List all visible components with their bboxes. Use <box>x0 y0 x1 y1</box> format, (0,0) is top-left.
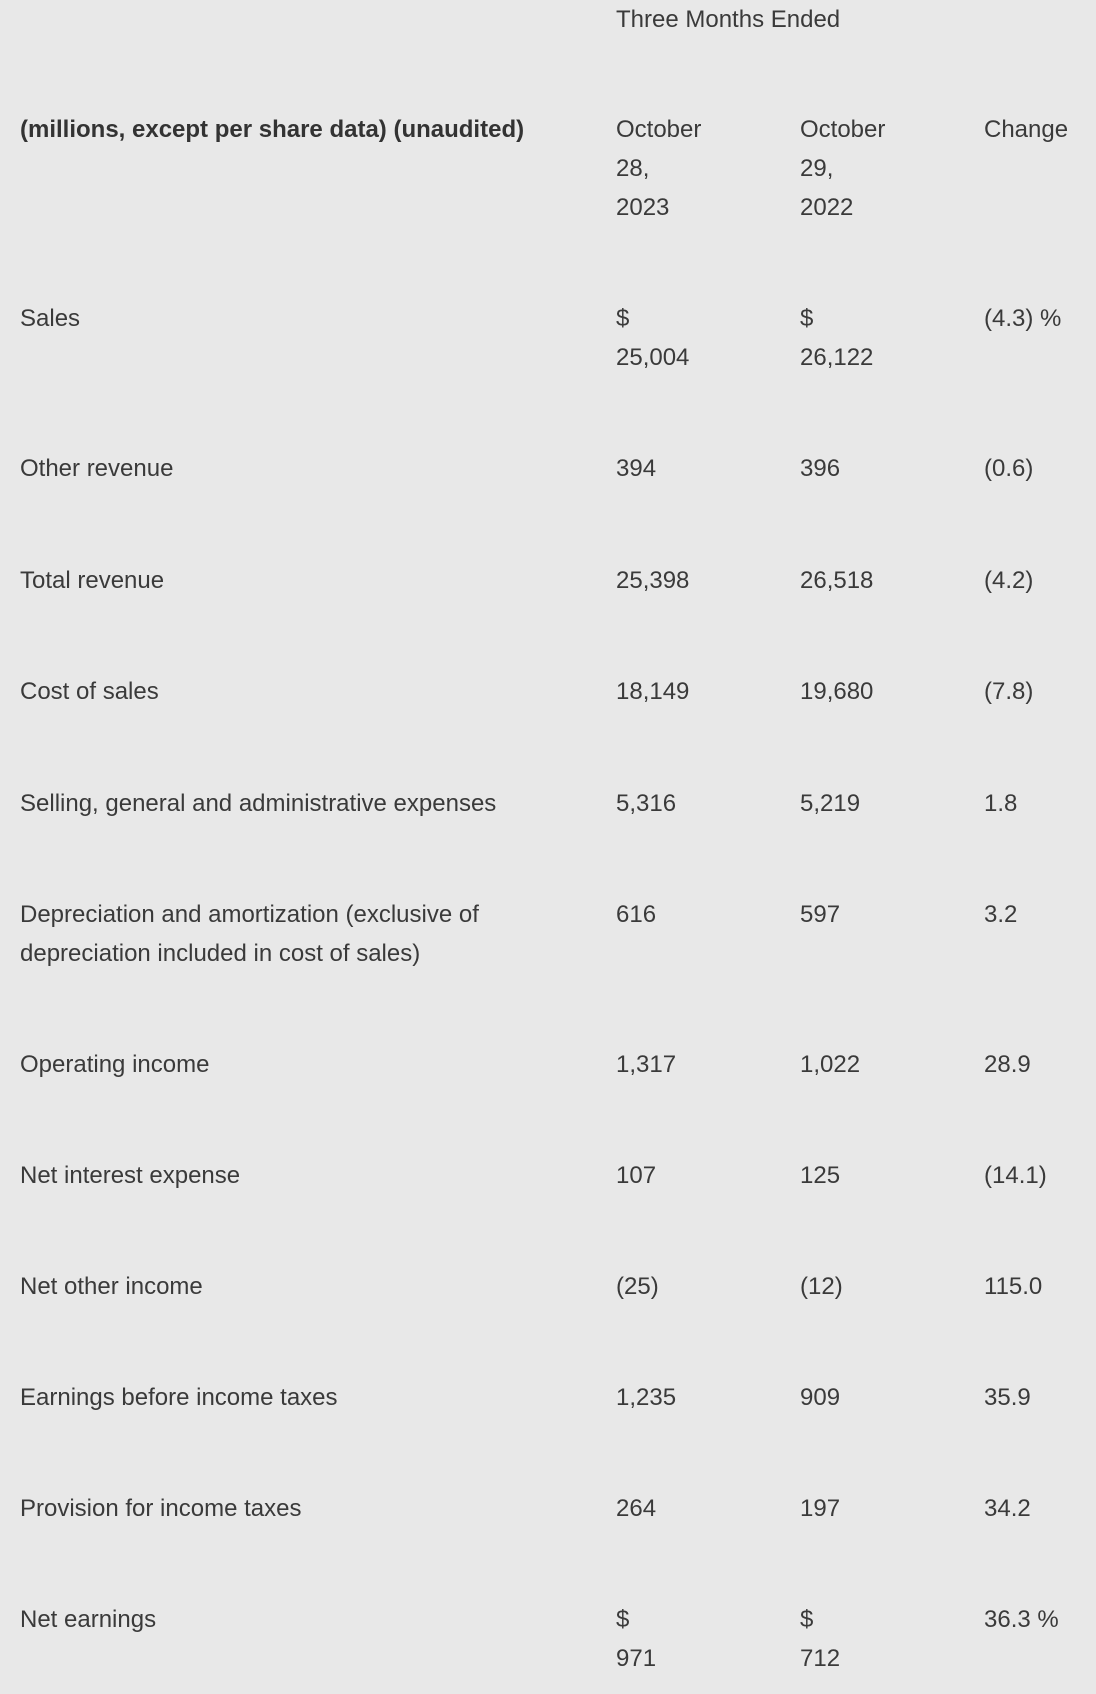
row-value-current: 1,317 <box>616 1051 677 1078</box>
row-value-change: 34.2 <box>984 1495 1031 1522</box>
row-value-current: (25) <box>616 1273 659 1300</box>
row-label-other-revenue: Other revenue <box>20 455 174 482</box>
row-value-current: 25,398 <box>616 567 690 594</box>
row-label-net-interest-expense: Net interest expense <box>20 1162 241 1189</box>
row-value-prior: 1,022 <box>800 1051 861 1078</box>
row-value-prior: 5,219 <box>800 790 861 817</box>
row-value-prior: $ 712 <box>800 1606 841 1672</box>
row-value-change: (7.8) <box>984 678 1034 705</box>
row-value-change: (4.3) % <box>984 305 1062 332</box>
row-value-current: 616 <box>616 901 657 928</box>
row-label-sga-expenses: Selling, general and administrative expe… <box>20 790 497 817</box>
row-value-current: 264 <box>616 1495 657 1522</box>
row-value-change: 1.8 <box>984 790 1018 817</box>
row-value-current: 394 <box>616 455 657 482</box>
row-label-total-revenue: Total revenue <box>20 567 165 594</box>
row-value-current: 1,235 <box>616 1384 677 1411</box>
row-value-change: 115.0 <box>984 1273 1043 1300</box>
row-value-current: 18,149 <box>616 678 690 705</box>
row-label-cost-of-sales: Cost of sales <box>20 678 159 705</box>
column-header-prior-period: October 29, 2022 <box>800 116 886 221</box>
row-label-net-earnings: Net earnings <box>20 1606 157 1633</box>
row-label-earnings-before-taxes: Earnings before income taxes <box>20 1384 338 1411</box>
column-header-label: (millions, except per share data) (unaud… <box>20 116 525 143</box>
row-label-operating-income: Operating income <box>20 1051 210 1078</box>
row-label-sales: Sales <box>20 305 81 332</box>
row-value-prior: 125 <box>800 1162 841 1189</box>
row-value-change: 35.9 <box>984 1384 1031 1411</box>
row-value-prior: $ 26,122 <box>800 305 874 371</box>
row-label-depreciation-amortization: Depreciation and amortization (exclusive… <box>20 901 479 967</box>
row-value-current: 107 <box>616 1162 657 1189</box>
row-value-change: (14.1) <box>984 1162 1047 1189</box>
column-header-change: Change <box>984 116 1069 143</box>
row-value-change: 36.3 % <box>984 1606 1059 1633</box>
group-header-three-months: Three Months Ended <box>616 6 841 33</box>
row-label-provision-income-taxes: Provision for income taxes <box>20 1495 302 1522</box>
row-value-change: 28.9 <box>984 1051 1031 1078</box>
row-value-prior: 19,680 <box>800 678 874 705</box>
row-value-change: (0.6) <box>984 455 1034 482</box>
row-value-current: 5,316 <box>616 790 677 817</box>
row-value-prior: 396 <box>800 455 841 482</box>
row-value-current: $ 971 <box>616 1606 657 1672</box>
row-value-prior: 909 <box>800 1384 841 1411</box>
row-value-prior: 597 <box>800 901 841 928</box>
row-value-prior: 197 <box>800 1495 841 1522</box>
row-label-net-other-income: Net other income <box>20 1273 203 1300</box>
row-value-change: (4.2) <box>984 567 1034 594</box>
column-header-current-period: October 28, 2023 <box>616 116 702 221</box>
row-value-prior: 26,518 <box>800 567 874 594</box>
row-value-change: 3.2 <box>984 901 1018 928</box>
row-value-current: $ 25,004 <box>616 305 690 371</box>
row-value-prior: (12) <box>800 1273 843 1300</box>
